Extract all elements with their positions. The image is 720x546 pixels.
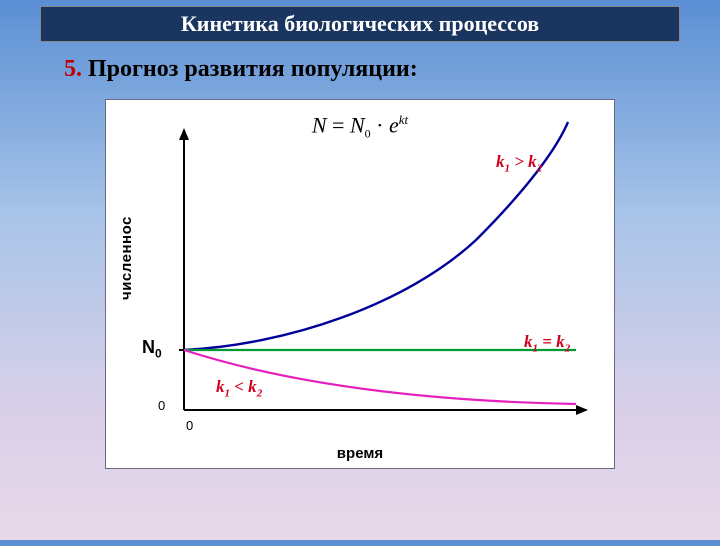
curve-label-decay: k1 < k2 xyxy=(216,377,262,399)
y-zero-label: 0 xyxy=(158,398,165,413)
curve-label-flat: k1 = k2 xyxy=(524,332,570,354)
subtitle-text: Прогноз развития популяции: xyxy=(88,56,418,82)
slide-subtitle: 5. Прогноз развития популяции: xyxy=(64,56,720,83)
formula: N = N0 · ekt xyxy=(312,112,408,142)
subtitle-number: 5. xyxy=(64,56,82,82)
curve-label-growth: k1 > k2 xyxy=(496,152,542,174)
chart-container: N = N0 · ekt численнос время N0 0 0 k1 >… xyxy=(105,99,615,469)
x-axis-label: время xyxy=(337,445,383,462)
x-zero-label: 0 xyxy=(186,418,193,433)
n0-label: N0 xyxy=(142,337,162,361)
slide-header: Кинетика биологических процессов xyxy=(40,6,680,42)
slide-header-title: Кинетика биологических процессов xyxy=(181,11,539,36)
y-axis-label: численнос xyxy=(118,216,135,300)
